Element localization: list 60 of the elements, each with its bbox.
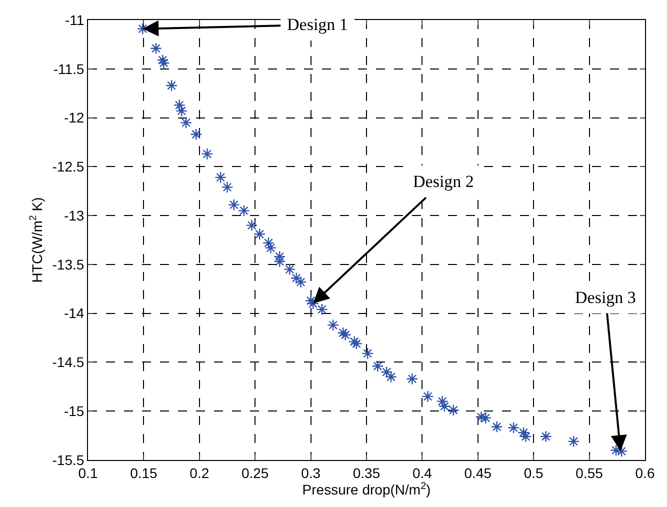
x-tick-label: 0.55 [576,464,604,481]
point [246,219,258,232]
x-tick-label: 0.2 [190,464,210,481]
point [166,80,178,92]
point [518,426,530,439]
point [254,228,266,240]
x-tick-label: 0.25 [241,464,269,481]
point [150,42,162,54]
point [201,148,214,160]
annotation: Design 3 [575,288,636,307]
point [262,236,274,249]
point [490,420,503,433]
point [540,430,552,443]
point [221,181,234,194]
y-tick-label: -11.5 [53,60,84,77]
point [327,319,340,332]
y-tick-label: -13.5 [52,256,84,272]
y-tick-label: -12 [64,110,84,126]
point [316,303,328,316]
x-tick-label: 0.15 [130,464,158,481]
point [190,128,202,140]
x-tick-label: 0.45 [464,464,492,481]
y-tick-label: -13 [64,207,84,224]
point [214,171,227,184]
point [176,104,188,117]
point [238,204,250,217]
annotation: Design 1 [287,15,348,34]
point [180,116,192,129]
point [284,263,296,276]
point [156,54,169,66]
point [264,242,277,254]
point [508,422,520,434]
point [372,360,384,372]
y-tick-label: -15 [64,403,84,420]
point [173,99,186,112]
point [158,57,170,70]
x-tick-label: 0.5 [524,464,544,481]
y-tick-label: -12.5 [52,158,84,175]
y-tick-label: -14 [64,305,84,322]
point [274,256,286,268]
point [422,390,434,402]
point [228,198,240,211]
point [438,400,450,412]
point [307,298,320,310]
point [362,347,374,360]
annotation: Design 2 [413,172,474,191]
y-tick-label: -11 [64,12,84,28]
point [406,372,418,385]
x-tick-label: 0.3 [301,464,321,481]
point [520,430,532,443]
x-tick-label: 0.35 [352,464,380,481]
x-tick-label: 0.4 [412,464,432,481]
point [380,366,393,378]
x-tick-label: 0.6 [635,464,655,481]
y-tick-label: -14.5 [52,354,84,370]
point [568,435,580,448]
point [447,404,460,416]
point [385,370,398,383]
x-axis-title: Pressure drop(N/m$^{2}$) [302,480,431,498]
point [436,395,448,408]
